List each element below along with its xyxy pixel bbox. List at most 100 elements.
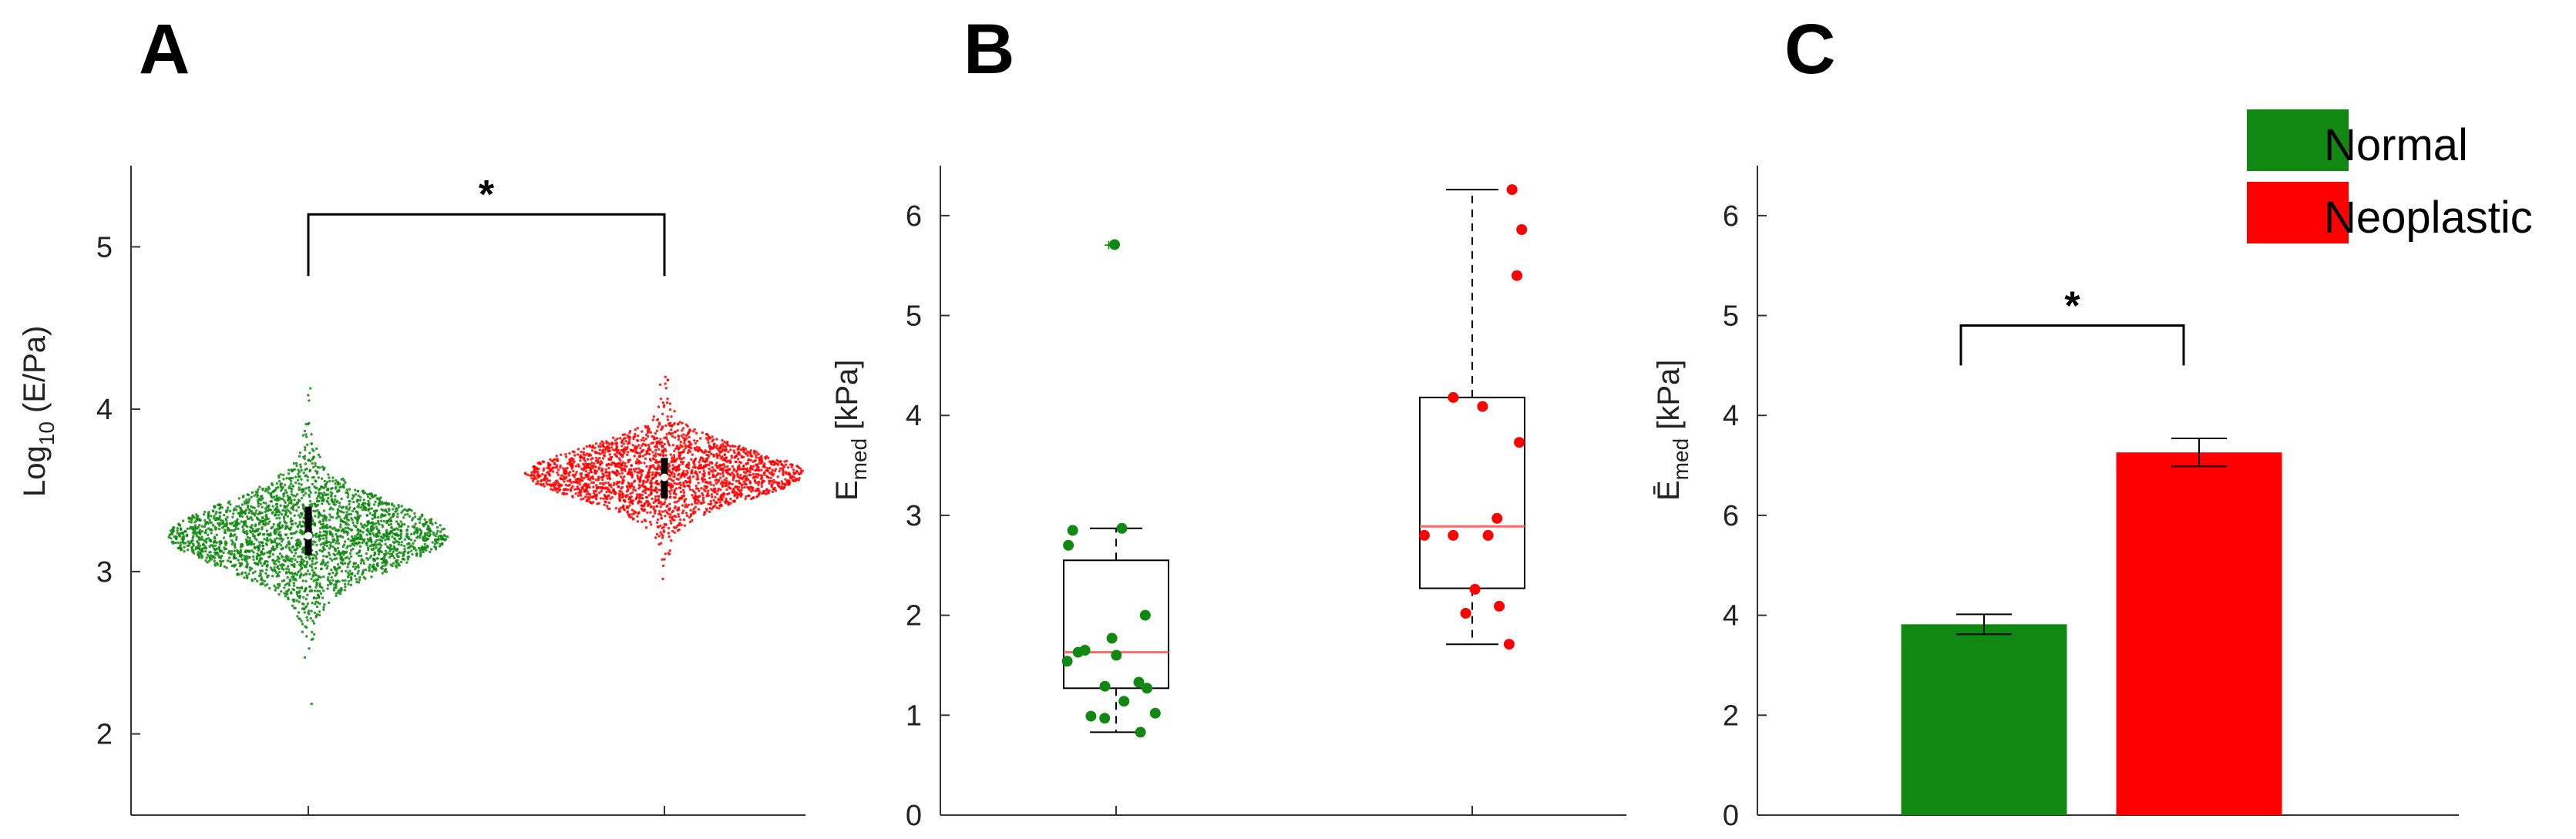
- violin-point: [380, 502, 384, 505]
- violin-point: [536, 480, 540, 483]
- violin-point: [676, 507, 680, 511]
- violin-point: [656, 466, 659, 469]
- violin-point: [615, 482, 618, 486]
- violin-point: [311, 461, 314, 465]
- violin-point: [240, 503, 244, 506]
- violin-point: [322, 530, 325, 533]
- violin-point: [328, 547, 331, 550]
- violin-point: [728, 468, 731, 471]
- violin-point: [200, 556, 203, 559]
- violin-point: [725, 445, 728, 448]
- violin-point: [284, 501, 287, 505]
- violin-point: [696, 475, 699, 478]
- violin-point: [314, 464, 317, 468]
- violin-point: [366, 523, 370, 526]
- violin-point: [729, 497, 732, 501]
- violin-point: [311, 476, 314, 479]
- violin-point: [431, 541, 434, 544]
- violin-point: [304, 446, 307, 449]
- violin-point: [728, 492, 731, 495]
- violin-point: [673, 515, 676, 518]
- violin-point: [220, 554, 224, 558]
- violin-point: [627, 488, 630, 491]
- violin-point: [240, 510, 244, 513]
- violin-point: [654, 458, 657, 462]
- violin-point: [671, 529, 674, 533]
- violin-point: [556, 458, 559, 461]
- violin-point: [668, 408, 672, 411]
- violin-point: [308, 495, 311, 498]
- violin-point: [237, 559, 240, 562]
- violin-point: [627, 436, 630, 439]
- violin-point: [642, 479, 645, 482]
- violin-point: [341, 579, 345, 582]
- violin-point: [299, 465, 302, 469]
- violin-point: [308, 451, 311, 455]
- violin-point: [354, 488, 357, 492]
- violin-point: [758, 458, 762, 461]
- violin-point: [571, 495, 574, 498]
- violin-point: [319, 576, 322, 579]
- violin-point: [435, 532, 439, 535]
- violin-point: [403, 523, 406, 526]
- violin-point: [375, 525, 378, 529]
- violin-point: [750, 487, 754, 490]
- violin-point: [331, 535, 335, 538]
- violin-point: [277, 480, 281, 483]
- violin-point: [597, 445, 600, 448]
- violin-point: [291, 485, 294, 488]
- violin-point: [653, 512, 657, 515]
- violin-point: [675, 477, 679, 481]
- violin-point: [681, 488, 685, 492]
- violin-point: [657, 461, 661, 464]
- violin-point: [681, 494, 685, 497]
- violin-point: [773, 461, 777, 465]
- violin-point: [681, 496, 684, 500]
- violin-point: [646, 511, 649, 515]
- violin-point: [607, 482, 610, 485]
- violin-point: [682, 448, 685, 452]
- violin-point: [358, 505, 361, 508]
- violin-point: [334, 498, 337, 502]
- violin-point: [563, 492, 566, 495]
- violin-point: [284, 555, 288, 559]
- violin-point: [331, 545, 335, 549]
- violin-point: [601, 478, 604, 482]
- violin-point: [325, 531, 328, 534]
- violin-point: [675, 482, 678, 485]
- violin-point: [308, 489, 311, 492]
- violin-point: [415, 549, 418, 552]
- violin-point: [377, 535, 380, 538]
- violin-point: [325, 544, 328, 548]
- violin-point: [708, 472, 711, 475]
- violin-point: [402, 516, 405, 519]
- violin-point: [190, 516, 193, 519]
- violin-point: [738, 464, 741, 467]
- violin-point: [322, 608, 325, 611]
- violin-point: [551, 470, 555, 473]
- violin-point: [602, 497, 605, 500]
- violin-point: [697, 508, 701, 511]
- violin-point: [599, 482, 602, 485]
- violin-point: [681, 504, 684, 507]
- violin-point: [637, 484, 641, 487]
- violin-point: [329, 541, 332, 544]
- violin-point: [234, 546, 237, 549]
- violin-point: [318, 492, 321, 495]
- violin-point: [265, 515, 268, 519]
- box-neoplastic: [1419, 396, 1525, 589]
- violin-point: [440, 538, 443, 541]
- violin-point: [259, 562, 262, 565]
- violin-point: [223, 513, 226, 517]
- violin-point: [292, 589, 296, 592]
- violin-point: [177, 541, 180, 545]
- violin-point: [208, 557, 211, 560]
- violin-point: [677, 512, 680, 516]
- violin-point: [180, 549, 183, 552]
- violin-point: [304, 487, 308, 490]
- violin-point: [690, 472, 693, 475]
- violin-point: [297, 555, 300, 559]
- violin-point: [721, 442, 725, 446]
- violin-point: [711, 470, 715, 473]
- violin-point: [682, 436, 685, 439]
